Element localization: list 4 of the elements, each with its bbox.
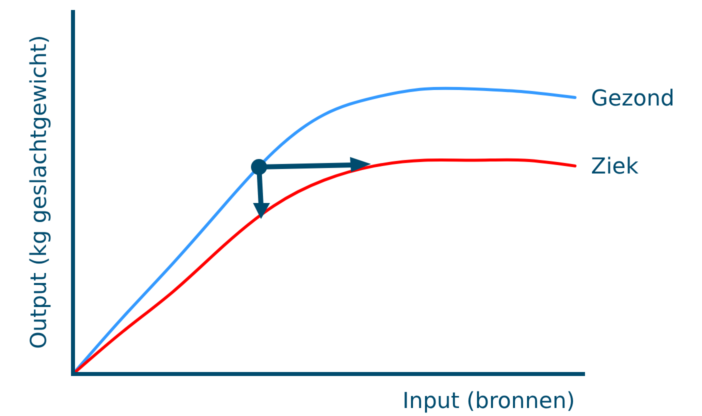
series-label: Ziek <box>591 154 639 180</box>
series-label: Gezond <box>591 86 674 112</box>
y-axis-title: Output (kg geslachtgewicht) <box>27 35 52 349</box>
x-axis-title: Input (bronnen) <box>402 389 575 414</box>
